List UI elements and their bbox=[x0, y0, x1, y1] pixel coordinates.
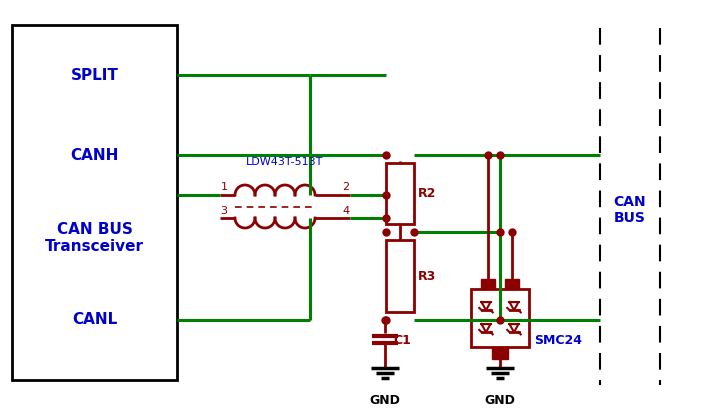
Text: R3: R3 bbox=[418, 270, 436, 282]
Text: CANH: CANH bbox=[70, 148, 118, 163]
Bar bbox=[492, 347, 508, 359]
Bar bbox=[386, 240, 414, 312]
Bar bbox=[481, 279, 495, 289]
Text: CANL: CANL bbox=[72, 312, 117, 327]
Text: GND: GND bbox=[369, 394, 400, 406]
Text: 1: 1 bbox=[221, 182, 228, 192]
Bar bbox=[386, 163, 414, 224]
Text: GND: GND bbox=[484, 394, 515, 406]
Text: LDW43T-513T: LDW43T-513T bbox=[246, 157, 324, 167]
Text: R2: R2 bbox=[418, 187, 437, 200]
Text: 2: 2 bbox=[342, 182, 350, 192]
Text: 3: 3 bbox=[221, 206, 228, 216]
Text: CAN BUS
Transceiver: CAN BUS Transceiver bbox=[45, 222, 144, 254]
Text: C1: C1 bbox=[393, 334, 411, 347]
Bar bbox=[12, 25, 177, 380]
Text: SPLIT: SPLIT bbox=[71, 67, 118, 82]
Bar bbox=[505, 279, 519, 289]
Text: SMC24: SMC24 bbox=[534, 334, 582, 347]
Text: 4: 4 bbox=[342, 206, 350, 216]
Text: CAN
BUS: CAN BUS bbox=[613, 195, 646, 225]
Bar bbox=[471, 289, 529, 347]
